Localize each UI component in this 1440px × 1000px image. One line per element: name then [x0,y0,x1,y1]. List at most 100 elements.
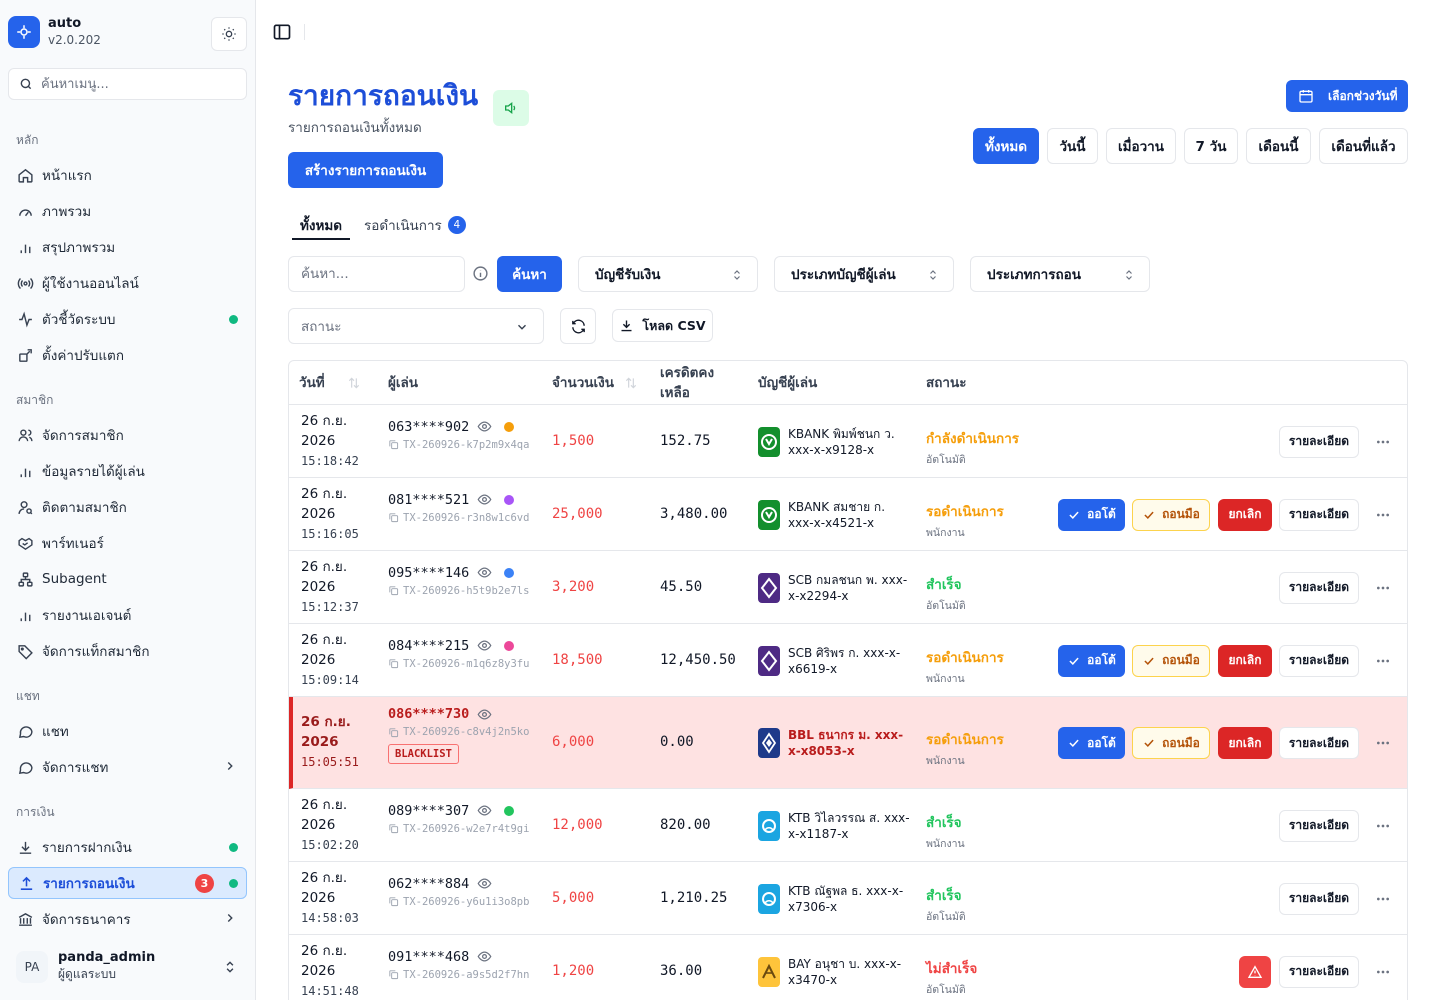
user-menu[interactable]: PA panda_admin ผู้ดูแลระบบ [8,945,247,989]
auto-withdraw-button[interactable]: ออโต้ [1058,498,1125,531]
error-alert-button[interactable] [1239,955,1271,988]
menu-search[interactable] [8,68,247,100]
date-range-button[interactable]: เลือกช่วงวันที่ [1286,80,1408,112]
player-phone[interactable]: 086****730 [388,706,529,722]
copy-icon[interactable] [388,896,399,907]
sidebar-item-manage-chat[interactable]: จัดการแชท [8,751,247,783]
details-button[interactable]: รายละเอียด [1279,498,1359,531]
eye-icon[interactable] [477,565,492,580]
sidebar-item-system-metrics[interactable]: ตัวชี้วัดระบบ [8,303,247,335]
row-more-button[interactable] [1375,426,1391,458]
cancel-withdraw-button[interactable]: ยกเลิก [1218,644,1272,677]
tab-all[interactable]: ทั้งหมด [300,210,342,240]
row-more-button[interactable] [1375,645,1391,677]
refresh-button[interactable] [560,308,596,344]
sidebar-item-partners[interactable]: พาร์ทเนอร์ [8,527,247,559]
copy-icon[interactable] [388,585,399,596]
search-input[interactable] [301,266,451,282]
sidebar-item-track-members[interactable]: ติดตามสมาชิก [8,491,247,523]
eye-icon[interactable] [477,949,492,964]
row-more-button[interactable] [1375,572,1391,604]
sidebar-item-home[interactable]: หน้าแรก [8,159,247,191]
details-button[interactable]: รายละเอียด [1279,644,1359,677]
player-phone[interactable]: 091****468 [388,949,529,965]
row-more-button[interactable] [1375,727,1391,759]
sidebar-item-overview[interactable]: ภาพรวม [8,195,247,227]
sidebar-item-online-users[interactable]: ผู้ใช้งานออนไลน์ [8,267,247,299]
info-icon[interactable] [472,265,489,282]
theme-toggle-button[interactable] [211,17,247,51]
details-button[interactable]: รายละเอียด [1279,571,1359,604]
copy-icon[interactable] [388,823,399,834]
sidebar-item-player-income[interactable]: ข้อมูลรายได้ผู้เล่น [8,455,247,487]
table-row: 26 ก.ย. 2026 15:12:37 095****146 TX-2609… [289,551,1407,624]
eye-icon[interactable] [477,419,492,434]
withdraw-type-select[interactable]: ประเภทการถอน [970,256,1150,292]
period-filter-yesterday[interactable]: เมื่อวาน [1106,128,1176,164]
period-filter-all[interactable]: ทั้งหมด [973,128,1039,164]
sidebar-item-withdrawals[interactable]: รายการถอนเงิน 3 [8,867,247,899]
sound-toggle-button[interactable] [493,90,529,126]
copy-icon[interactable] [388,512,399,523]
period-filter-this-month[interactable]: เดือนนี้ [1246,128,1311,164]
sidebar-item-decor-settings[interactable]: ตั้งค่าปรับแตก [8,339,247,371]
period-filter-7-days[interactable]: 7 วัน [1184,128,1238,164]
copy-icon[interactable] [388,439,399,450]
sidebar-item-subagent[interactable]: Subagent [8,563,247,595]
sidebar-item-chat[interactable]: แชท [8,715,247,747]
manual-withdraw-button[interactable]: ถอนมือ [1132,498,1210,531]
receive-account-select[interactable]: บัญชีรับเงิน [578,256,758,292]
sidebar-item-deposits[interactable]: รายการฝากเงิน [8,831,247,863]
eye-icon[interactable] [477,492,492,507]
create-withdrawal-button[interactable]: สร้างรายการถอนเงิน [288,152,443,188]
details-button[interactable]: รายละเอียด [1279,809,1359,842]
sidebar-item-agent-report[interactable]: รายงานเอเจนต์ [8,599,247,631]
sidebar-item-member-tags[interactable]: จัดการแท็กสมาชิก [8,635,247,667]
player-phone[interactable]: 062****884 [388,876,529,892]
search-button[interactable]: ค้นหา [497,256,562,292]
search-field[interactable] [288,256,465,292]
eye-icon[interactable] [477,707,492,722]
manual-withdraw-button[interactable]: ถอนมือ [1132,727,1210,759]
row-more-button[interactable] [1375,956,1391,988]
player-phone[interactable]: 081****521 [388,492,529,508]
sidebar-item-banks[interactable]: จัดการธนาคาร [8,903,247,935]
row-more-button[interactable] [1375,499,1391,531]
brand[interactable]: auto v2.0.202 [8,16,101,48]
player-phone[interactable]: 089****307 [388,803,529,819]
manual-withdraw-button[interactable]: ถอนมือ [1132,644,1210,677]
download-csv-button[interactable]: โหลด CSV [612,309,713,342]
details-button[interactable]: รายละเอียด [1279,955,1359,988]
player-phone[interactable]: 063****902 [388,419,529,435]
details-button[interactable]: รายละเอียด [1279,425,1359,458]
cancel-withdraw-button[interactable]: ยกเลิก [1218,727,1272,759]
player-phone[interactable]: 095****146 [388,565,529,581]
player-phone[interactable]: 084****215 [388,638,529,654]
sidebar-toggle-button[interactable] [272,22,292,46]
tab-pending[interactable]: รอดำเนินการ 4 [364,210,466,240]
cancel-withdraw-button[interactable]: ยกเลิก [1218,498,1272,531]
period-filter-today[interactable]: วันนี้ [1047,128,1098,164]
period-filter-last-month[interactable]: เดือนที่แล้ว [1319,128,1408,164]
eye-icon[interactable] [477,638,492,653]
details-button[interactable]: รายละเอียด [1279,727,1359,759]
menu-search-input[interactable] [41,76,231,92]
sidebar-item-summary[interactable]: สรุปภาพรวม [8,231,247,263]
copy-icon[interactable] [388,969,399,980]
auto-withdraw-button[interactable]: ออโต้ [1058,727,1125,759]
date-year: 2026 [301,505,336,522]
sidebar-item-manage-members[interactable]: จัดการสมาชิก [8,419,247,451]
eye-icon[interactable] [477,876,492,891]
column-header-date[interactable]: วันที่ [299,373,361,393]
column-header-amount[interactable]: จำนวนเงิน [552,373,638,393]
details-button[interactable]: รายละเอียด [1279,882,1359,915]
copy-icon[interactable] [388,727,399,738]
row-more-button[interactable] [1375,810,1391,842]
date-cell: 26 ก.ย. 2026 15:02:20 [301,795,359,855]
status-select[interactable]: สถานะ [288,308,544,344]
auto-withdraw-button[interactable]: ออโต้ [1058,644,1125,677]
eye-icon[interactable] [477,803,492,818]
player-account-type-select[interactable]: ประเภทบัญชีผู้เล่น [774,256,954,292]
copy-icon[interactable] [388,658,399,669]
row-more-button[interactable] [1375,883,1391,915]
